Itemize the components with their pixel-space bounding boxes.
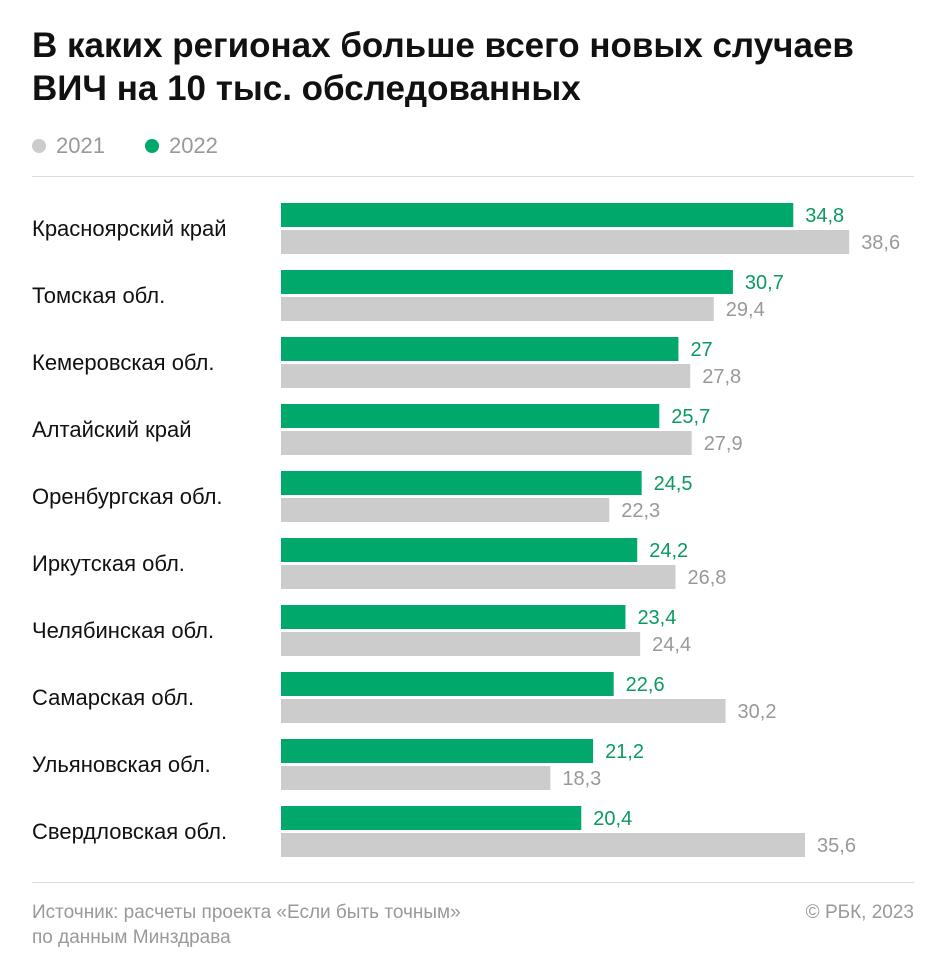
category-label: Свердловская обл.	[32, 819, 227, 844]
legend-item-2021: 2021	[32, 133, 105, 159]
category-label: Ульяновская обл.	[32, 752, 211, 777]
value-label-2021: 35,6	[817, 835, 856, 857]
category-label: Челябинская обл.	[32, 618, 214, 643]
bar-2021	[281, 230, 850, 254]
bar-2021	[281, 364, 691, 388]
bar-2021	[281, 766, 551, 790]
value-label-2022: 20,4	[593, 808, 632, 830]
category-label: Красноярский край	[32, 216, 227, 241]
value-label-2021: 27,8	[702, 366, 741, 388]
bar-2022	[281, 337, 679, 361]
bar-2022	[281, 806, 582, 830]
bar-2022	[281, 538, 638, 562]
category-label: Томская обл.	[32, 283, 165, 308]
value-label-2021: 26,8	[687, 567, 726, 589]
bar-2022	[281, 471, 642, 495]
legend-label: 2022	[168, 133, 218, 158]
legend-item-2022: 2022	[144, 133, 218, 159]
bar-2021	[281, 833, 806, 857]
value-label-2022: 21,2	[605, 741, 644, 763]
value-label-2021: 30,2	[738, 701, 777, 723]
source-line: по данным Минздрава	[32, 927, 231, 948]
category-label: Кемеровская обл.	[32, 350, 215, 375]
category-label: Иркутская обл.	[32, 551, 185, 576]
value-label-2022: 23,4	[637, 607, 676, 629]
category-label: Оренбургская обл.	[32, 484, 223, 509]
bar-2022	[281, 203, 794, 227]
bar-2021	[281, 498, 610, 522]
divider	[32, 176, 914, 177]
value-label-2021: 24,4	[652, 634, 691, 656]
legend-dot-icon	[32, 139, 46, 153]
bar-2021	[281, 431, 692, 455]
value-label-2021: 27,9	[704, 433, 743, 455]
value-label-2022: 30,7	[745, 272, 784, 294]
legend-dot-icon	[144, 139, 159, 153]
category-label: Алтайский край	[32, 417, 192, 442]
bar-2021	[281, 699, 726, 723]
value-label-2021: 18,3	[562, 768, 601, 790]
divider	[32, 882, 914, 883]
value-label-2022: 22,6	[626, 674, 665, 696]
value-label-2021: 29,4	[726, 299, 765, 321]
bar-2022	[281, 739, 594, 763]
bar-2021	[281, 632, 641, 656]
value-label-2022: 27	[690, 339, 712, 361]
bar-2021	[281, 297, 714, 321]
bar-2022	[281, 270, 733, 294]
source-line: Источник: расчеты проекта «Если быть точ…	[32, 902, 461, 923]
category-label: Самарская обл.	[32, 685, 194, 710]
bar-2022	[281, 672, 614, 696]
legend: 2021 2022	[32, 133, 218, 159]
bar-2022	[281, 404, 660, 428]
value-label-2021: 22,3	[621, 500, 660, 522]
bar-2021	[281, 565, 676, 589]
copyright: © РБК, 2023	[805, 902, 914, 923]
source: Источник: расчеты проекта «Если быть точ…	[32, 900, 461, 950]
bar-2022	[281, 605, 626, 629]
value-label-2021: 38,6	[861, 232, 900, 254]
value-label-2022: 34,8	[805, 205, 844, 227]
value-label-2022: 24,5	[654, 473, 693, 495]
chart-title: В каких регионах больше всего новых случ…	[32, 26, 854, 108]
legend-label: 2021	[56, 133, 105, 158]
value-label-2022: 24,2	[649, 540, 688, 562]
value-label-2022: 25,7	[671, 406, 710, 428]
